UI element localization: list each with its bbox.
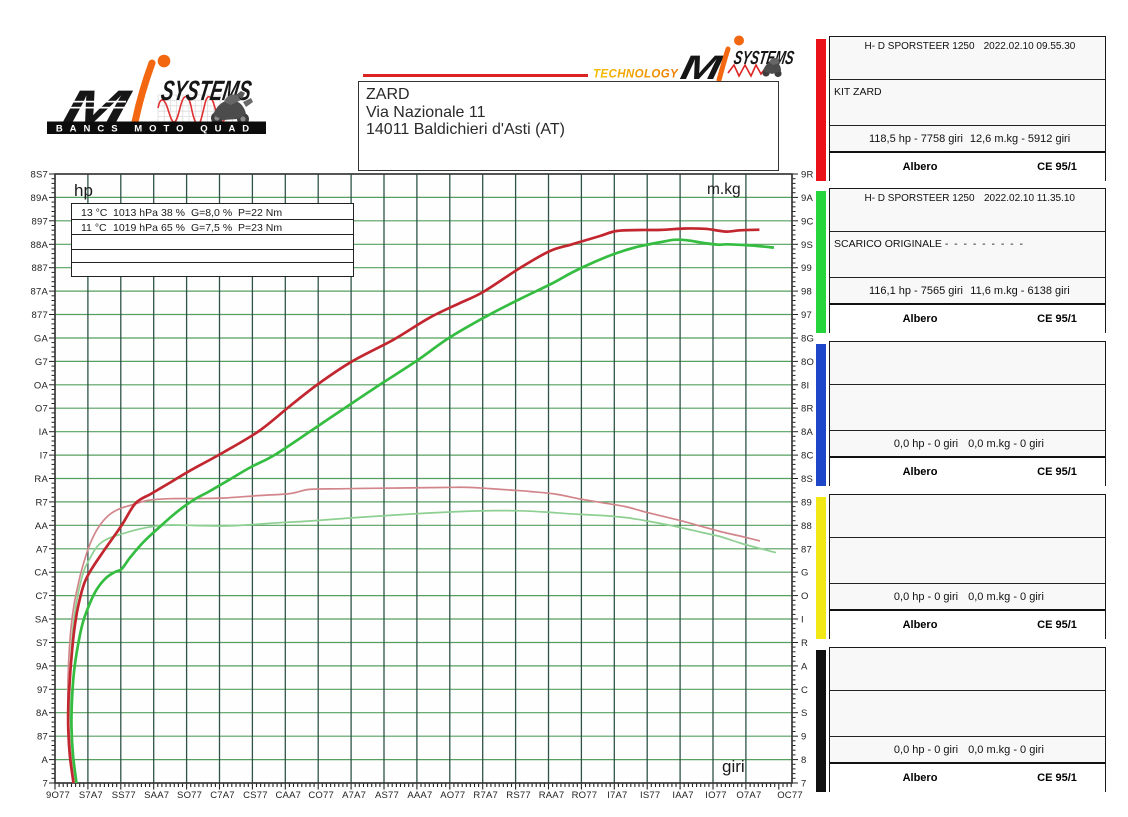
svg-text:RA: RA	[34, 474, 48, 485]
svg-text:SYSTEMS: SYSTEMS	[159, 76, 254, 107]
svg-text:A7A7: A7A7	[342, 790, 366, 801]
svg-text:SA: SA	[35, 615, 49, 626]
svg-text:87: 87	[801, 544, 812, 555]
svg-text:9A: 9A	[801, 193, 813, 204]
svg-text:C7A7: C7A7	[210, 790, 235, 801]
svg-text:AO77: AO77	[440, 790, 465, 801]
svg-text:8: 8	[801, 755, 806, 766]
svg-text:CO77: CO77	[308, 790, 334, 801]
svg-text:AA: AA	[35, 521, 49, 532]
svg-text:SAA7: SAA7	[144, 790, 169, 801]
svg-text:8C: 8C	[801, 451, 814, 462]
svg-text:89: 89	[801, 497, 812, 508]
svg-text:8R: 8R	[801, 404, 814, 415]
svg-text:giri: giri	[722, 757, 745, 776]
svg-text:8O: 8O	[801, 357, 814, 368]
svg-text:98: 98	[801, 287, 812, 298]
svg-text:O7A7: O7A7	[736, 790, 761, 801]
svg-text:9A: 9A	[36, 661, 48, 672]
svg-text:SS77: SS77	[112, 790, 136, 801]
svg-text:SO77: SO77	[177, 790, 202, 801]
svg-text:IO77: IO77	[705, 790, 726, 801]
svg-text:IA: IA	[39, 427, 49, 438]
svg-text:89A: 89A	[30, 193, 48, 204]
svg-text:G7: G7	[35, 357, 48, 368]
svg-text:C: C	[801, 685, 808, 696]
svg-text:97: 97	[801, 310, 812, 321]
svg-text:IAA7: IAA7	[672, 790, 693, 801]
svg-text:9S: 9S	[801, 240, 813, 251]
svg-text:8A: 8A	[801, 427, 813, 438]
svg-text:9: 9	[801, 732, 806, 743]
svg-text:A: A	[41, 755, 48, 766]
svg-text:88: 88	[801, 521, 812, 532]
svg-text:I7A7: I7A7	[607, 790, 627, 801]
svg-text:8I: 8I	[801, 380, 809, 391]
svg-text:9R: 9R	[801, 170, 814, 181]
svg-text:GA: GA	[34, 334, 49, 345]
svg-text:87A: 87A	[30, 287, 48, 298]
svg-text:8A: 8A	[36, 708, 48, 719]
svg-text:AAA7: AAA7	[407, 790, 432, 801]
svg-text:A7: A7	[36, 544, 48, 555]
svg-text:TECHNOLOGY: TECHNOLOGY	[593, 69, 679, 81]
svg-text:88A: 88A	[30, 240, 48, 251]
svg-text:G: G	[801, 568, 809, 579]
svg-text:RS77: RS77	[506, 790, 531, 801]
svg-text:IS77: IS77	[640, 790, 660, 801]
svg-text:S: S	[801, 708, 808, 719]
svg-text:O: O	[801, 591, 809, 602]
svg-text:7: 7	[43, 779, 48, 790]
svg-text:887: 887	[32, 263, 48, 274]
svg-text:RAA7: RAA7	[539, 790, 565, 801]
svg-text:R7: R7	[35, 497, 48, 508]
svg-text:SYSTEMS: SYSTEMS	[732, 48, 795, 69]
svg-text:S7: S7	[36, 638, 48, 649]
svg-text:99: 99	[801, 263, 812, 274]
svg-text:9C: 9C	[801, 216, 814, 227]
svg-text:AS77: AS77	[375, 790, 399, 801]
svg-text:CA: CA	[34, 568, 48, 579]
svg-text:87: 87	[37, 732, 48, 743]
svg-text:8S: 8S	[801, 474, 813, 485]
svg-text:8S7: 8S7	[30, 170, 48, 181]
svg-text:CAA7: CAA7	[275, 790, 301, 801]
svg-text:877: 877	[32, 310, 48, 321]
svg-text:I7: I7	[40, 451, 48, 462]
svg-text:S7A7: S7A7	[79, 790, 103, 801]
svg-text:97: 97	[37, 685, 48, 696]
svg-text:OC77: OC77	[777, 790, 803, 801]
svg-text:7: 7	[801, 779, 806, 790]
svg-text:R: R	[801, 638, 808, 649]
svg-text:A: A	[801, 661, 808, 672]
svg-text:BANCS MOTO QUAD: BANCS MOTO QUAD	[56, 124, 256, 135]
svg-text:CS77: CS77	[243, 790, 268, 801]
svg-text:C7: C7	[35, 591, 48, 602]
svg-text:897: 897	[32, 216, 48, 227]
svg-text:9O77: 9O77	[46, 790, 70, 801]
svg-text:m.kg: m.kg	[707, 181, 741, 198]
svg-text:RO77: RO77	[572, 790, 598, 801]
svg-text:OA: OA	[34, 380, 49, 391]
svg-text:O7: O7	[35, 404, 48, 415]
svg-text:8G: 8G	[801, 334, 814, 345]
svg-text:R7A7: R7A7	[473, 790, 498, 801]
svg-text:I: I	[801, 615, 804, 626]
svg-text:hp: hp	[74, 181, 93, 200]
